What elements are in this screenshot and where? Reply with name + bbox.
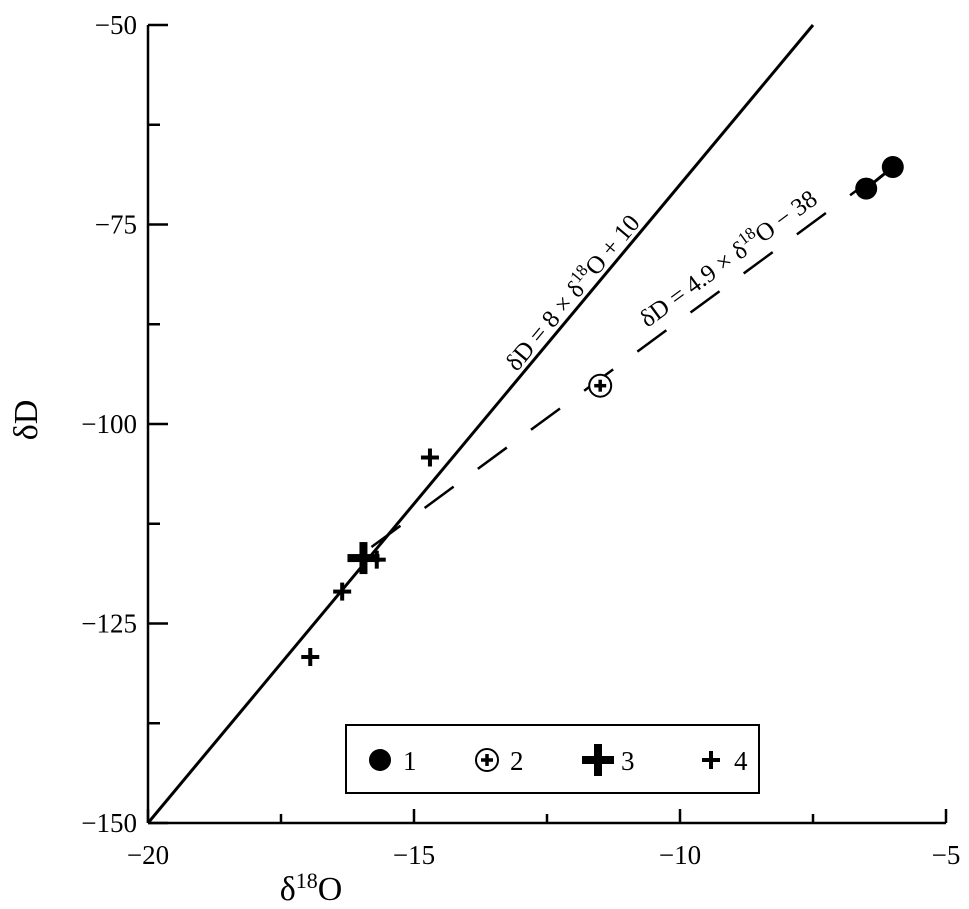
series-4-point <box>301 648 320 667</box>
legend-marker-3-bar <box>594 744 602 776</box>
x-axis-title-part: O <box>318 871 343 908</box>
series-2-point-cross-bar <box>598 379 602 392</box>
legend-marker-3 <box>582 744 614 776</box>
line-label-2-part: O − 38 <box>750 185 822 248</box>
y-tick-label: −125 <box>81 609 137 639</box>
series-4-point <box>420 448 439 467</box>
x-axis-title-part: δ <box>280 871 296 908</box>
data-points <box>301 156 904 667</box>
line-label-2: δD = 4.9 × δ18O − 38 <box>633 182 823 333</box>
x-axis-title: δ18O <box>280 868 343 908</box>
regression-line <box>370 186 862 549</box>
y-tick-label: −100 <box>81 409 137 439</box>
legend-marker-2 <box>475 748 499 772</box>
y-axis-title: δD <box>8 400 45 441</box>
series-4-point-bar <box>340 582 345 601</box>
series-4-point-bar <box>427 448 432 467</box>
legend-label: 2 <box>510 746 524 776</box>
legend-marker-1 <box>369 749 391 771</box>
legend-label: 4 <box>734 746 748 776</box>
x-tick-label: −10 <box>659 840 701 870</box>
legend-marker-2-cross <box>481 754 493 766</box>
x-axis-title-sup: 18 <box>296 868 318 893</box>
x-tick-label: −5 <box>932 840 961 870</box>
meteoric-water-line <box>146 24 815 824</box>
series-4-point <box>367 550 386 569</box>
series-4-point <box>333 582 352 601</box>
legend-marker-2-cross-bar <box>485 754 489 766</box>
legend-marker-4 <box>702 751 720 769</box>
series-1-point <box>881 156 904 179</box>
series-3-point <box>347 542 380 575</box>
series-4-point-bar <box>374 550 379 569</box>
y-tick-label: −150 <box>81 808 137 838</box>
x-tick-label: −15 <box>393 840 435 870</box>
legend-label: 3 <box>621 746 635 776</box>
line-label-1-part: δD = 8 × δ <box>501 277 590 377</box>
legend-marker-4-bar <box>709 751 713 769</box>
series-3-point-bar <box>359 542 368 575</box>
series-1-point <box>855 177 878 200</box>
y-tick-label: −75 <box>95 210 137 240</box>
legend-label: 1 <box>403 746 417 776</box>
series-4-point-bar <box>308 648 313 667</box>
line-label-1-part: O + 10 <box>580 210 645 281</box>
line-label-1: δD = 8 × δ18O + 10 <box>498 207 646 376</box>
x-tick-label: −20 <box>127 840 169 870</box>
legend: 1 2 3 4 <box>345 724 760 794</box>
series-2-point-cross <box>594 379 607 392</box>
y-tick-label: −50 <box>95 10 137 40</box>
series-2-point <box>588 373 613 398</box>
legend-box <box>345 724 760 794</box>
line-label-2-part: δD = 4.9 × δ <box>635 237 753 333</box>
